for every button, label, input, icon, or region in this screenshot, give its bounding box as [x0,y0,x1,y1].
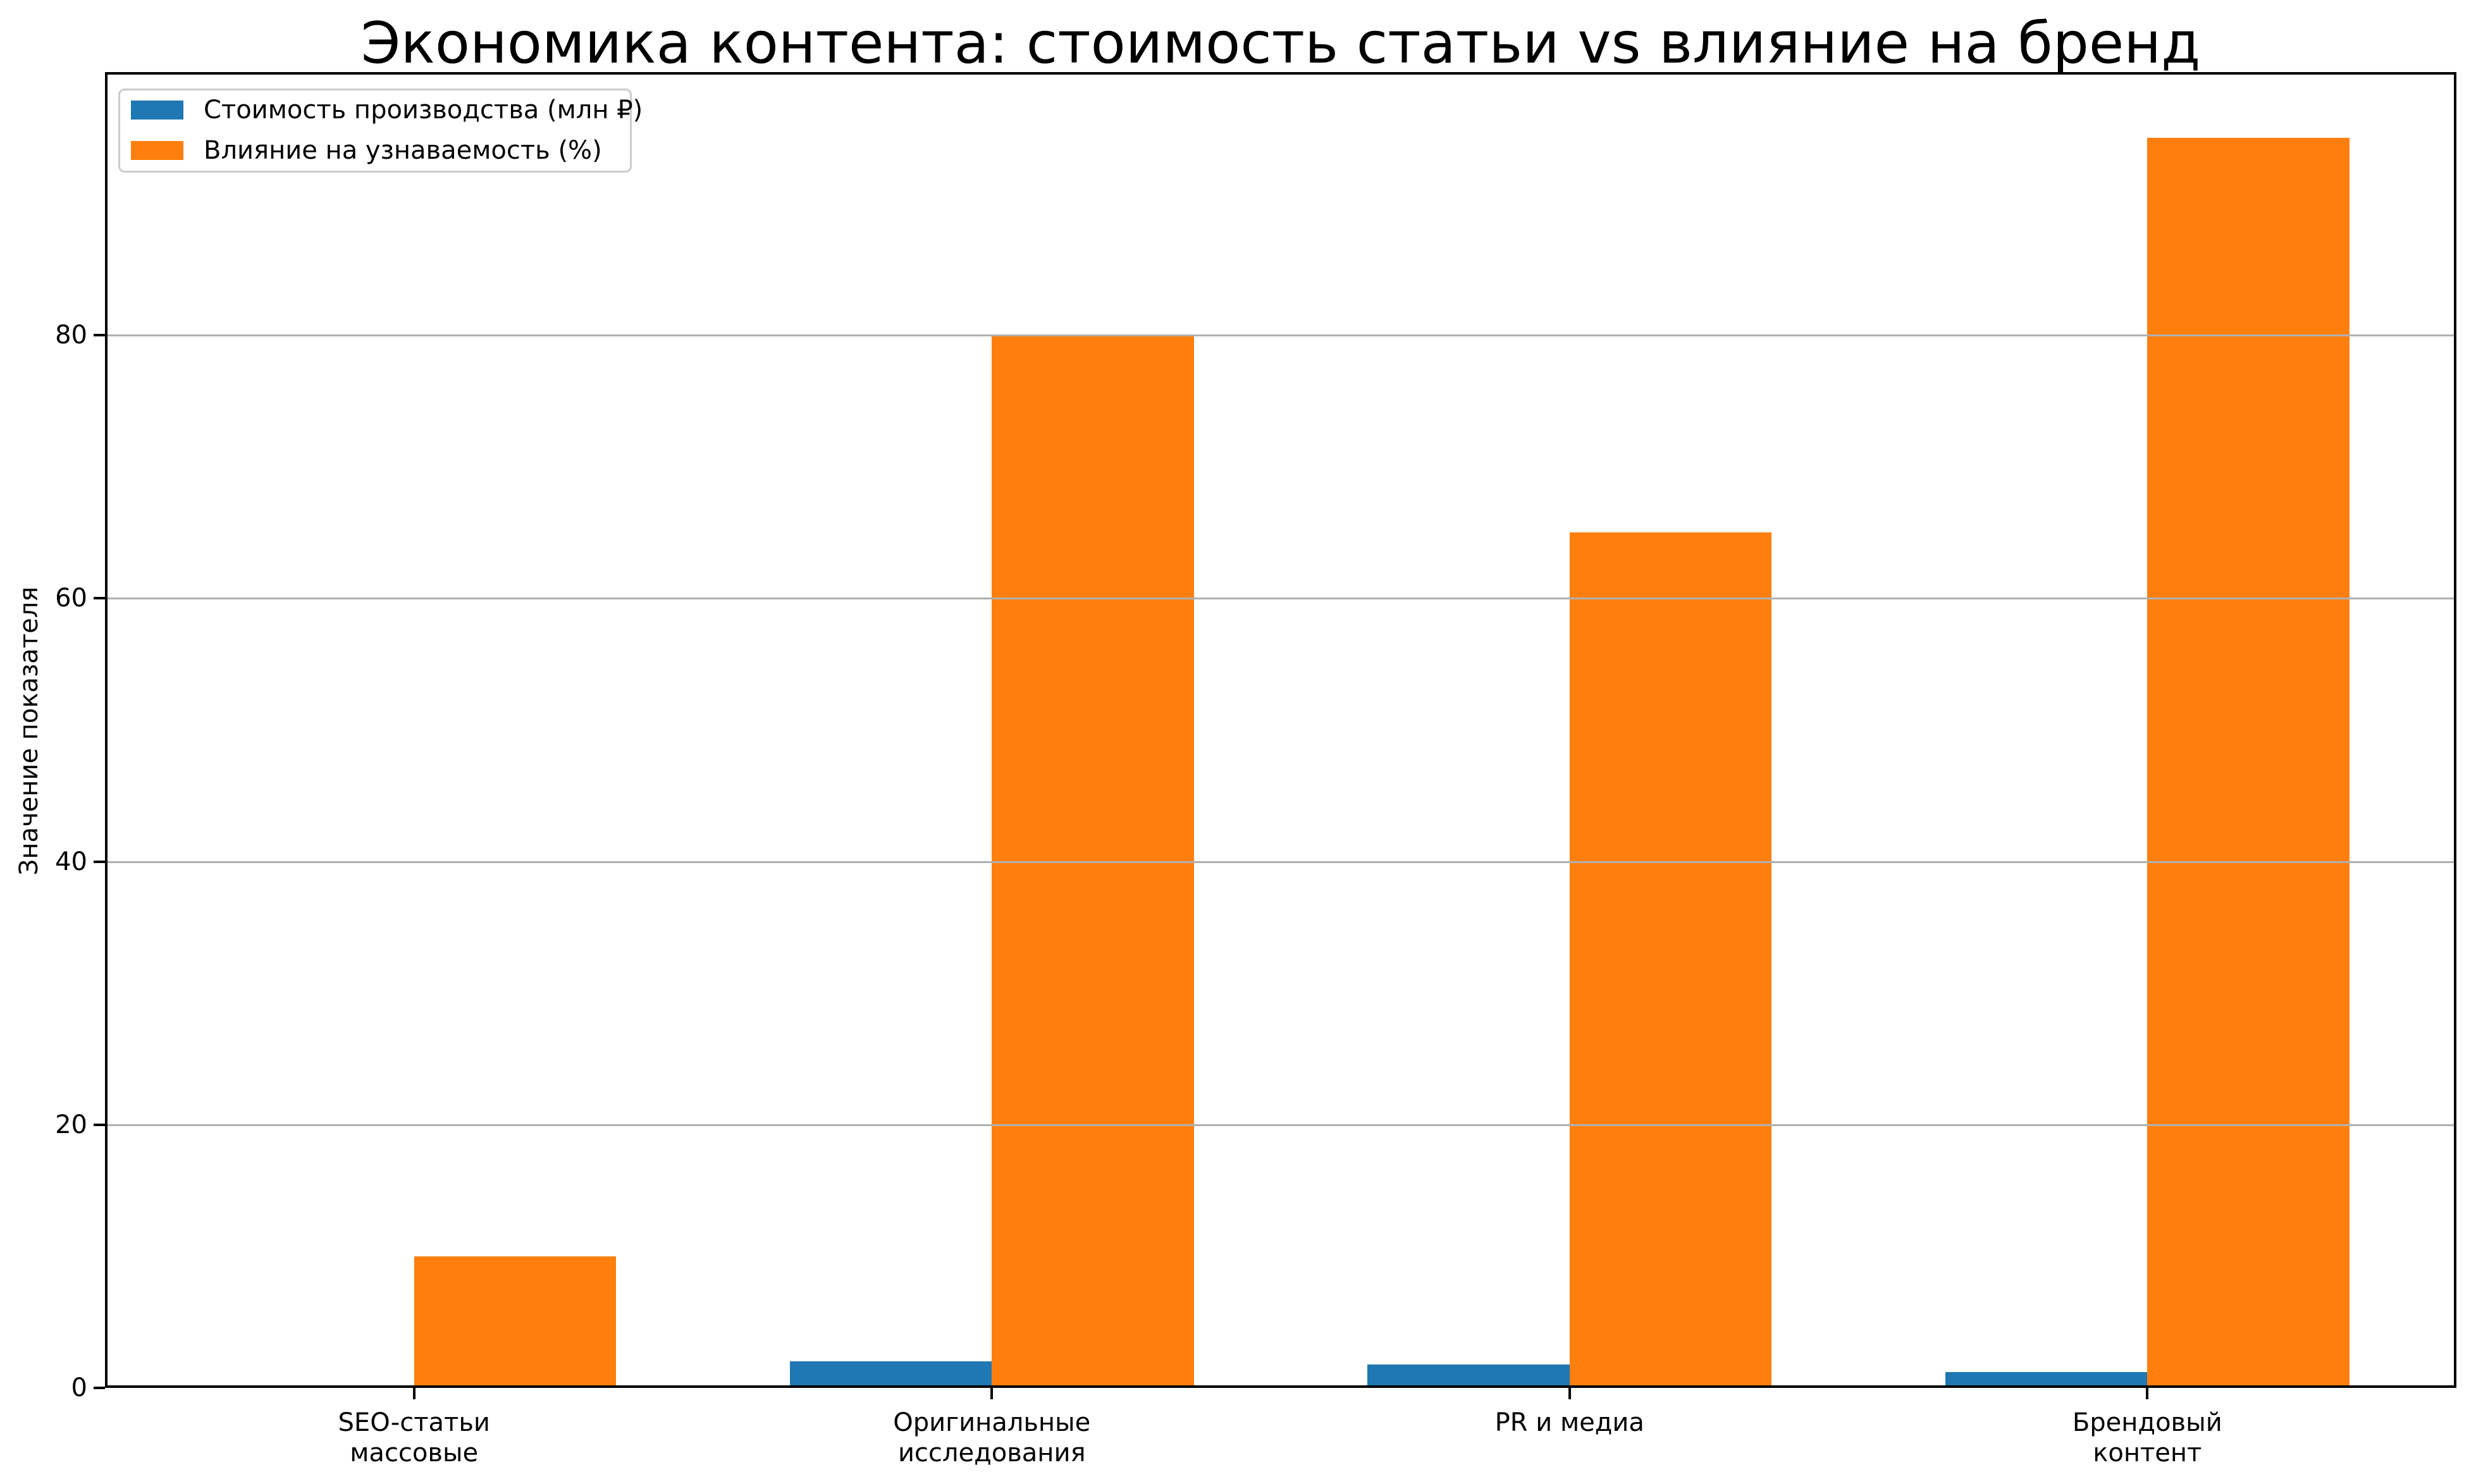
y-axis-label: Значение показателя [15,586,44,876]
x-tick-label-0: SEO-статьи массовые [338,1408,490,1468]
legend: Стоимость производства (млн ₽) Влияние н… [118,89,643,173]
bar-series0-cat3 [1945,1372,2148,1388]
gridline-y20 [105,1124,2456,1126]
y-tick-label-0: 0 [71,1373,87,1402]
gridline-y60 [105,598,2456,600]
gridline-y40 [105,861,2456,863]
legend-entry-awareness: Влияние на узнаваемость (%) [120,136,630,165]
legend-label-cost: Стоимость производства (млн ₽) [204,95,643,125]
chart-title: Экономика контента: стоимость статьи vs … [360,10,2201,77]
plot-area [105,72,2456,1388]
y-tick-mark-20 [94,1123,105,1126]
legend-swatch-cost-icon [131,101,183,120]
y-tick-label-20: 20 [55,1110,87,1139]
y-tick-mark-40 [94,860,105,863]
y-tick-label-60: 60 [55,584,87,613]
y-tick-label-80: 80 [55,321,87,350]
bar-series0-cat2 [1367,1364,1570,1388]
axis-spine-top [105,72,2456,75]
axis-spine-right [2454,72,2456,1388]
x-tick-label-2: PR и медиа [1494,1408,1644,1437]
y-tick-mark-60 [94,597,105,600]
legend-entry-cost: Стоимость производства (млн ₽) [120,95,643,125]
x-tick-label-3: Брендовый контент [2072,1408,2222,1468]
y-tick-mark-80 [94,334,105,337]
x-tick-label-1: Оригинальные исследования [893,1408,1091,1468]
legend-swatch-awareness-icon [131,141,183,160]
legend-label-awareness: Влияние на узнаваемость (%) [204,136,602,165]
axis-spine-bottom [105,1385,2456,1388]
y-tick-mark-0 [94,1387,105,1389]
gridline-y80 [105,334,2456,337]
bar-series1-cat3 [2147,138,2350,1388]
axis-spine-left [105,72,108,1388]
x-tick-mark-2 [1568,1388,1571,1399]
y-tick-label-40: 40 [55,847,87,876]
bar-series1-cat0 [414,1256,617,1388]
x-tick-mark-0 [412,1388,416,1399]
x-tick-mark-3 [2146,1388,2149,1399]
x-tick-mark-1 [990,1388,994,1399]
bar-series1-cat2 [1569,532,1772,1388]
bar-series0-cat1 [789,1361,992,1388]
